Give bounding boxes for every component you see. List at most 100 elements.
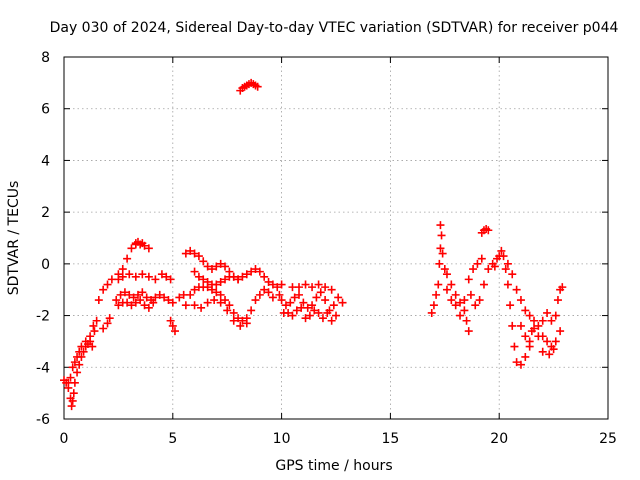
- data-point: [194, 252, 203, 261]
- data-point: [73, 368, 82, 377]
- data-point: [437, 231, 446, 240]
- chart-title: Day 030 of 2024, Sidereal Day-to-day VTE…: [50, 20, 619, 36]
- data-point: [144, 303, 153, 312]
- series-lower-band-1: [112, 288, 177, 312]
- y-tick-label: 8: [41, 50, 50, 66]
- data-point: [477, 254, 486, 263]
- data-point: [525, 311, 534, 320]
- data-point: [212, 280, 221, 289]
- data-point: [308, 283, 317, 292]
- y-tick-label: 6: [41, 102, 50, 118]
- data-point: [251, 265, 260, 274]
- y-tick-label: -6: [36, 412, 50, 428]
- data-point: [451, 301, 460, 310]
- data-point: [125, 270, 134, 279]
- data-point: [238, 272, 247, 281]
- data-point: [512, 358, 521, 367]
- data-point: [138, 239, 147, 248]
- x-tick-label: 10: [273, 431, 291, 447]
- data-point: [181, 249, 190, 258]
- data-point: [471, 301, 480, 310]
- tick-labels: 0 5 10 15 20 25 -6 -4 -2 0 2 4 6 8: [36, 50, 617, 447]
- data-point: [460, 296, 469, 305]
- data-point: [429, 301, 438, 310]
- x-axis-label: GPS time / hours: [275, 458, 392, 474]
- data-point: [501, 265, 510, 274]
- data-point: [432, 290, 441, 299]
- x-tick-label: 5: [168, 431, 177, 447]
- data-point: [464, 327, 473, 336]
- data-point: [506, 301, 515, 310]
- data-point: [164, 296, 173, 305]
- data-point: [69, 389, 78, 398]
- series-track-20-23h: [490, 246, 567, 369]
- data-point: [90, 327, 99, 336]
- series-upper-arc-2: [181, 246, 282, 292]
- data-point: [142, 293, 151, 302]
- data-point: [207, 265, 216, 274]
- series-track-start-b: [64, 321, 98, 387]
- data-point: [551, 311, 560, 320]
- data-point: [151, 293, 160, 302]
- data-point: [247, 267, 256, 276]
- data-point: [70, 358, 79, 367]
- data-point: [543, 337, 552, 346]
- data-point: [497, 246, 506, 255]
- data-point: [281, 301, 290, 310]
- data-point: [310, 306, 319, 315]
- data-point: [81, 337, 90, 346]
- data-point: [99, 285, 108, 294]
- data-point: [273, 283, 282, 292]
- data-point: [508, 270, 517, 279]
- data-point: [438, 249, 447, 258]
- data-point: [490, 262, 499, 271]
- data-point: [157, 270, 166, 279]
- data-point: [286, 298, 295, 307]
- plot-frame: [63, 56, 609, 420]
- data-point: [216, 277, 225, 286]
- data-point: [275, 290, 284, 299]
- data-point: [138, 270, 147, 279]
- data-point: [127, 244, 136, 253]
- data-point: [175, 293, 184, 302]
- series-track-17h: [427, 221, 502, 336]
- data-point: [223, 306, 232, 315]
- data-point: [103, 319, 112, 328]
- data-point: [538, 347, 547, 356]
- data-point: [66, 373, 75, 382]
- data-point: [103, 280, 112, 289]
- series-isolated-19h: [477, 224, 493, 237]
- data-point: [299, 298, 308, 307]
- data-point: [451, 290, 460, 299]
- data-point: [89, 321, 98, 330]
- data-point: [260, 272, 269, 281]
- data-point: [92, 316, 101, 325]
- data-point: [440, 265, 449, 274]
- data-point: [510, 342, 519, 351]
- series-middle-band-1: [114, 270, 160, 284]
- data-point: [460, 306, 469, 315]
- data-point: [475, 296, 484, 305]
- data-point: [301, 314, 310, 323]
- data-point: [225, 301, 234, 310]
- data-point: [314, 280, 323, 289]
- data-point: [295, 290, 304, 299]
- data-point: [305, 311, 314, 320]
- data-point: [297, 303, 306, 312]
- data-point: [181, 301, 190, 310]
- data-point: [210, 296, 219, 305]
- data-point: [140, 301, 149, 310]
- data-point: [203, 298, 212, 307]
- data-point: [129, 293, 138, 302]
- data-point: [160, 293, 169, 302]
- data-point: [112, 296, 121, 305]
- data-point: [503, 280, 512, 289]
- data-point: [77, 342, 86, 351]
- data-point: [462, 316, 471, 325]
- data-point: [120, 288, 129, 297]
- data-point: [242, 319, 251, 328]
- data-point: [264, 288, 273, 297]
- data-point: [436, 244, 445, 253]
- data-point: [190, 301, 199, 310]
